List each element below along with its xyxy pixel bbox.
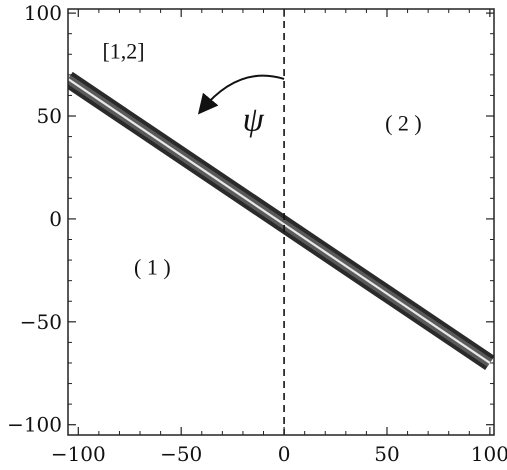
x-tick-label-4: 100 [471,442,507,466]
x-tick-label-3: 50 [374,442,399,466]
y-tick-label-2: 0 [49,207,62,231]
series-center-line-0 [68,78,491,364]
y-tick-label-4: 100 [24,1,62,25]
annotation-2: ( 2 ) [385,110,422,135]
plot-frame [67,8,495,436]
axes: −100 −50 0 50 100 −100 −50 0 50 100 [7,1,507,466]
x-tick-label-1: −50 [160,442,202,466]
x-tick-label-2: 0 [278,442,291,466]
annotations: [1,2] ψ ( 2 ) ( 1 ) [102,38,421,279]
annotation-1: ψ [243,101,265,138]
annotation-0: [1,2] [102,38,144,63]
x-tick-label-0: −100 [51,442,106,466]
y-tick-label-0: −100 [7,413,62,437]
rotation-arrow [197,74,285,115]
plot-area [68,9,494,435]
y-tick-label-1: −50 [20,310,62,334]
annotation-3: ( 1 ) [134,254,171,279]
y-tick-label-3: 50 [37,104,62,128]
